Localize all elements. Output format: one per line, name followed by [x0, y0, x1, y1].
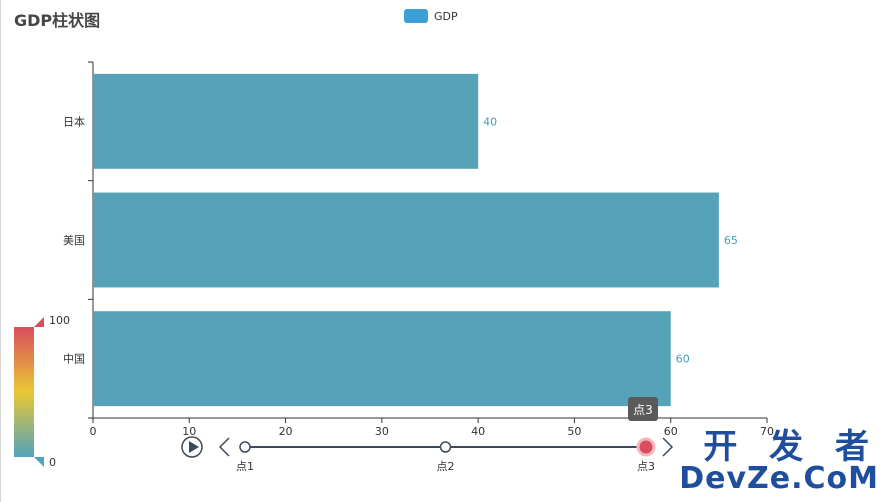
bar-0[interactable] — [93, 311, 671, 407]
watermark-logo: 开 发 者 DevZe.CoM — [679, 430, 879, 494]
x-tick-label: 0 — [90, 425, 97, 438]
y-tick-label: 中国 — [63, 353, 85, 366]
timeline-point-current[interactable] — [636, 437, 656, 457]
visual-map-handle-top[interactable] — [34, 317, 44, 327]
watermark-line1: 开 发 者 — [703, 427, 879, 467]
play-icon[interactable] — [189, 441, 199, 453]
x-tick-label: 60 — [664, 425, 678, 438]
legend[interactable]: GDP — [404, 9, 458, 23]
timeline-point[interactable] — [239, 441, 251, 453]
timeline-point-label: 点3 — [637, 460, 655, 473]
frame-border — [0, 0, 1, 502]
legend-swatch-gdp — [404, 9, 428, 23]
y-tick-label: 美国 — [63, 234, 85, 247]
timeline-prev-icon[interactable] — [218, 437, 230, 457]
timeline-tooltip — [628, 397, 658, 421]
bar-1[interactable] — [93, 192, 719, 288]
x-tick-label: 50 — [567, 425, 581, 438]
x-tick-label: 20 — [279, 425, 293, 438]
x-tick-label: 40 — [471, 425, 485, 438]
bar-value-label: 40 — [483, 115, 497, 128]
watermark-line2: DevZe.CoM — [679, 461, 879, 496]
timeline-tooltip-label: 点3 — [633, 403, 653, 417]
timeline-point-label: 点1 — [236, 460, 254, 473]
visual-map-bar[interactable] — [14, 327, 34, 457]
visual-map-handle-bottom[interactable] — [34, 457, 44, 467]
bar-2[interactable] — [93, 73, 479, 169]
legend-label-gdp: GDP — [434, 9, 458, 23]
chart-title: GDP柱状图 — [14, 11, 101, 30]
visual-map-max-label: 100 — [49, 314, 70, 327]
x-tick-label: 30 — [375, 425, 389, 438]
x-tick-label: 10 — [182, 425, 196, 438]
visual-map-min-label: 0 — [49, 456, 56, 469]
timeline-next-icon[interactable] — [662, 437, 674, 457]
x-tick-label: 70 — [760, 425, 774, 438]
timeline-point-label: 点2 — [437, 460, 455, 473]
play-button[interactable] — [181, 436, 203, 458]
y-tick-label: 日本 — [63, 114, 85, 128]
timeline-point[interactable] — [439, 441, 452, 453]
bar-value-label: 65 — [724, 234, 738, 247]
bar-value-label: 60 — [676, 353, 690, 366]
